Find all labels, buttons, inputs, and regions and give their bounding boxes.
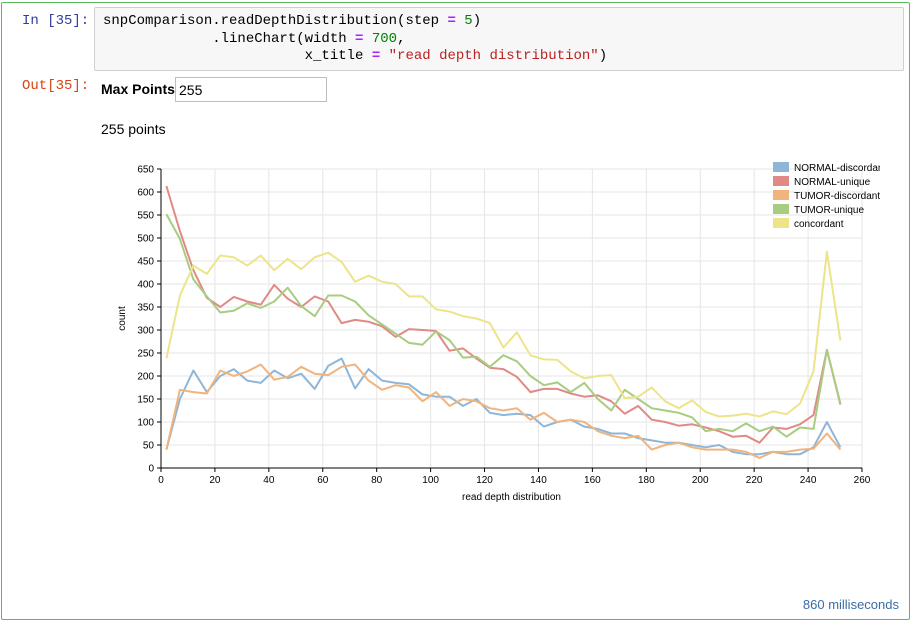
legend-swatch [773, 176, 789, 186]
max-points-input[interactable] [175, 77, 327, 102]
x-tick-label: 0 [158, 475, 164, 486]
y-tick-label: 500 [137, 234, 154, 245]
code-editor[interactable]: snpComparison.readDepthDistribution(step… [94, 7, 904, 71]
y-tick-label: 300 [137, 326, 154, 337]
y-tick-label: 0 [148, 464, 154, 475]
legend-swatch [773, 204, 789, 214]
series-line-normal-unique [165, 185, 842, 444]
y-tick-label: 50 [143, 441, 155, 452]
y-tick-label: 650 [137, 165, 154, 176]
x-tick-label: 220 [746, 475, 763, 486]
x-axis-title: read depth distribution [462, 492, 561, 503]
max-points-label: Max Points [101, 81, 175, 97]
y-tick-label: 100 [137, 418, 154, 429]
x-tick-label: 260 [854, 475, 871, 486]
legend-label: TUMOR-discordant [794, 191, 880, 202]
series-line-tumor-unique [165, 213, 842, 438]
x-tick-label: 160 [584, 475, 601, 486]
x-tick-label: 140 [530, 475, 547, 486]
y-tick-label: 200 [137, 372, 154, 383]
y-tick-label: 600 [137, 188, 154, 199]
legend-label: NORMAL-unique [794, 177, 871, 188]
legend-swatch [773, 162, 789, 172]
y-tick-label: 350 [137, 303, 154, 314]
x-tick-label: 180 [638, 475, 655, 486]
series-line-tumor-discordant [165, 363, 842, 459]
legend-label: concordant [794, 219, 844, 230]
line-chart: 0 50 100 150 200 250 300 350 400 450 500 550 600 650 0… [117, 162, 880, 503]
legend-label: NORMAL-discordant [794, 163, 880, 174]
points-count: 255 points [101, 121, 166, 137]
x-tick-label: 80 [371, 475, 383, 486]
code-text[interactable]: snpComparison.readDepthDistribution(step… [103, 13, 608, 64]
y-axis-title: count [117, 306, 128, 331]
x-tick-label: 100 [422, 475, 439, 486]
elapsed-time: 860 milliseconds [802, 597, 899, 612]
x-tick-label: 60 [317, 475, 329, 486]
legend-swatch [773, 190, 789, 200]
x-tick-label: 20 [209, 475, 221, 486]
x-tick-label: 120 [476, 475, 493, 486]
series-line-concordant [165, 250, 842, 418]
output-prompt: Out[35]: [22, 78, 90, 94]
y-tick-label: 150 [137, 395, 154, 406]
legend-label: TUMOR-unique [794, 205, 864, 216]
y-tick-label: 250 [137, 349, 154, 360]
x-tick-label: 40 [263, 475, 275, 486]
y-tick-label: 450 [137, 257, 154, 268]
x-tick-label: 240 [800, 475, 817, 486]
legend-swatch [773, 218, 789, 228]
x-tick-label: 200 [692, 475, 709, 486]
input-prompt: In [35]: [22, 13, 90, 29]
y-tick-label: 550 [137, 211, 154, 222]
y-tick-label: 400 [137, 280, 154, 291]
